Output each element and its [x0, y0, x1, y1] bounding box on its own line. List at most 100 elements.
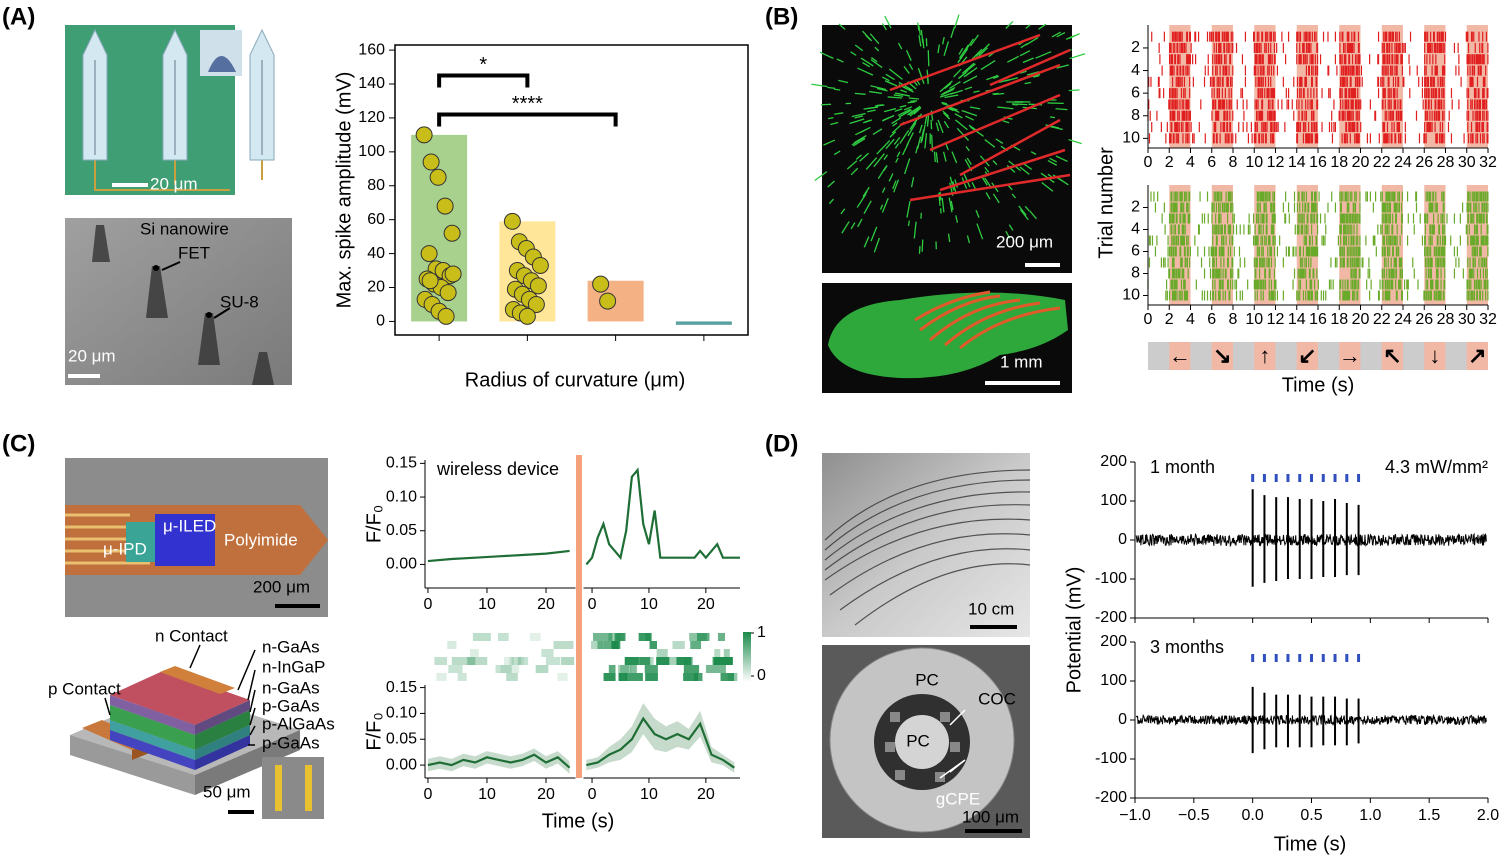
texture — [870, 226, 878, 242]
tick-label: 14 — [1288, 311, 1306, 328]
texture — [903, 66, 910, 74]
texture — [849, 118, 865, 125]
data-point — [422, 153, 440, 171]
heatmap-cell — [669, 657, 687, 665]
tick-label: 2 — [1165, 311, 1174, 328]
trace-label: 1 month — [1150, 457, 1215, 477]
tick-label: 8 — [1229, 154, 1238, 171]
tick-label: 1.5 — [1418, 807, 1440, 824]
tick-label: 1.0 — [1359, 807, 1381, 824]
texture — [980, 60, 996, 71]
tick-label: 20 — [537, 596, 555, 613]
texture — [870, 59, 883, 69]
texture — [955, 119, 968, 131]
texture — [1007, 55, 1019, 63]
tick-label: 0.15 — [386, 455, 417, 472]
tick-label: 0.05 — [386, 522, 417, 539]
texture — [897, 42, 903, 50]
significance-bracket — [437, 112, 618, 127]
texture — [881, 76, 890, 82]
heatmap-cell — [506, 673, 518, 681]
texture — [870, 57, 878, 63]
texture — [865, 157, 878, 170]
layer-label: p-AlGaAs — [262, 714, 335, 733]
texture — [1057, 177, 1069, 186]
tick-label: 100 — [1100, 492, 1127, 509]
texture — [864, 119, 873, 124]
texture — [954, 113, 963, 119]
tick-label: 20 — [1352, 311, 1370, 328]
data-point — [420, 245, 438, 263]
stimulus-direction: ↘ — [1213, 343, 1231, 368]
texture — [897, 108, 911, 117]
texture — [926, 118, 929, 127]
data-point — [429, 168, 447, 186]
texture — [992, 193, 1000, 204]
data-point — [443, 224, 461, 242]
texture — [836, 58, 844, 63]
layer-label: n-InGaP — [262, 657, 325, 676]
texture — [947, 233, 951, 243]
texture — [926, 76, 929, 85]
heatmap-cell — [614, 633, 625, 641]
texture — [903, 106, 913, 111]
tick-label: -200 — [1095, 609, 1127, 626]
texture — [867, 109, 876, 113]
heatmap-cell — [465, 657, 476, 665]
heatmap-cell — [645, 633, 653, 641]
significance-label: * — [479, 54, 487, 76]
tick-label: 30 — [1458, 311, 1476, 328]
data-point — [531, 256, 549, 274]
texture — [1005, 20, 1014, 29]
texture — [943, 112, 951, 120]
texture — [1019, 166, 1030, 175]
micrograph: 20 μm — [65, 25, 275, 195]
texture — [1019, 209, 1029, 221]
tick-label: 8 — [1229, 311, 1238, 328]
texture — [917, 67, 925, 84]
stimulus-window — [1169, 342, 1191, 370]
tick-label: 60 — [367, 211, 385, 228]
image-label: μ-IPD — [103, 539, 147, 558]
texture — [893, 137, 901, 145]
texture — [1068, 139, 1082, 145]
stimulus-window — [1254, 342, 1276, 370]
error-band — [586, 703, 735, 773]
axis-title: Trial number — [1095, 147, 1117, 259]
heatmap-cell — [500, 665, 520, 673]
texture — [872, 128, 883, 136]
texture — [958, 47, 964, 55]
tick-label: 8 — [1131, 265, 1140, 282]
texture — [1005, 230, 1011, 239]
texture — [850, 51, 857, 56]
texture — [834, 88, 841, 91]
significance-label: **** — [512, 93, 543, 115]
photo: 10 cm PC COC PC gCPE 100 μm — [822, 453, 1031, 838]
texture — [881, 198, 889, 213]
panel-label: (A) — [2, 3, 35, 30]
heatmap-cell — [644, 665, 658, 673]
stimulus-marker — [576, 455, 582, 778]
texture — [908, 107, 920, 116]
texture — [899, 63, 1061, 127]
heatmap-cell — [467, 657, 488, 665]
tick-label: 0 — [423, 596, 432, 613]
tick-label: 0.15 — [386, 679, 417, 696]
layer-label: n-GaAs — [262, 637, 320, 656]
texture — [969, 106, 981, 110]
stimulus-window — [1296, 342, 1318, 370]
heatmap-cell — [472, 633, 491, 641]
panel-label: (B) — [765, 3, 798, 30]
texture — [850, 167, 859, 176]
texture — [863, 236, 870, 248]
texture — [894, 92, 910, 97]
heatmap-cell — [689, 633, 707, 641]
heatmap-cell — [690, 641, 702, 649]
tick-label: 18 — [1330, 311, 1348, 328]
tick-label: 32 — [1479, 154, 1497, 171]
layer-label: p-GaAs — [262, 696, 320, 715]
texture — [885, 138, 895, 150]
texture — [971, 182, 977, 190]
annotation: wireless device — [436, 459, 559, 479]
texture — [1029, 210, 1037, 220]
